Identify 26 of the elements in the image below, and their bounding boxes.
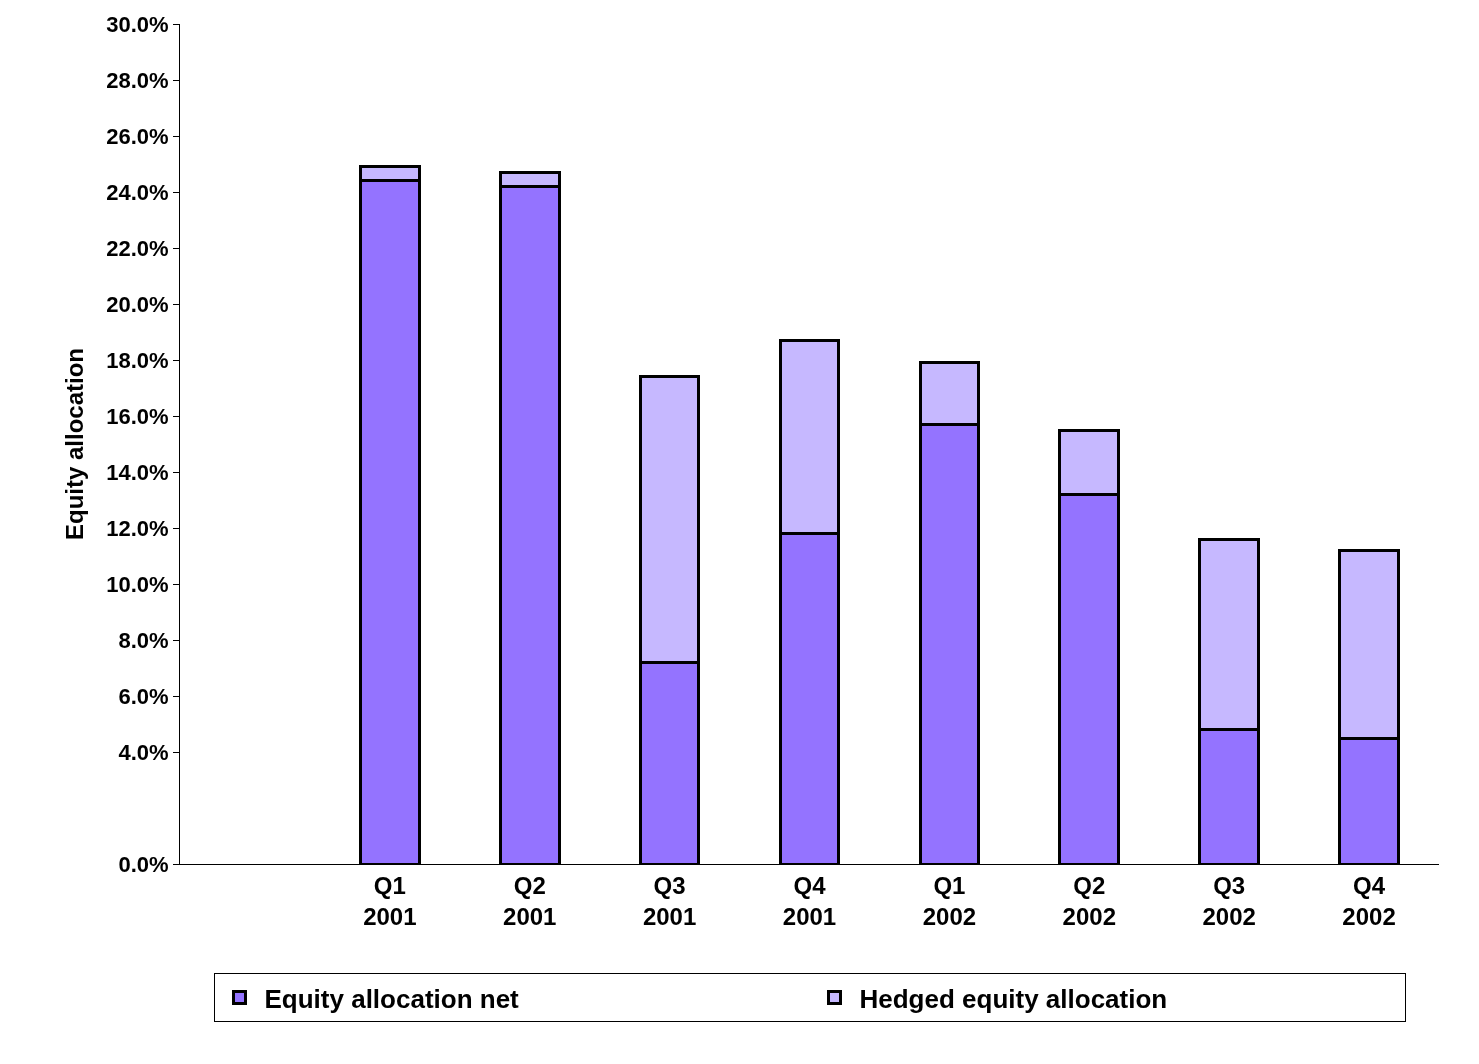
y-axis-title: Equity allocation xyxy=(61,347,89,541)
x-tick-label: Q3 2001 xyxy=(642,871,697,930)
x-tick-label: Q3 2002 xyxy=(1202,871,1256,930)
y-tick-label: 0.0% xyxy=(118,851,169,877)
y-tick-label: 10.0% xyxy=(106,571,169,597)
y-tick-label: 18.0% xyxy=(106,347,169,373)
x-tick-label: Q1 2002 xyxy=(922,871,977,930)
y-tick-label: 6.0% xyxy=(118,683,169,709)
y-tick-label: 8.0% xyxy=(118,627,169,653)
x-tick-label: Q4 2001 xyxy=(782,871,837,930)
y-tick-label: 28.0% xyxy=(106,67,169,93)
y-tick-label: 20.0% xyxy=(106,291,169,317)
y-tick-label: 4.0% xyxy=(118,739,169,765)
y-tick-label: 12.0% xyxy=(106,515,169,541)
y-tick-label: 14.0% xyxy=(106,459,169,485)
y-tick-label: 26.0% xyxy=(106,123,169,149)
y-tick-label: 30.0% xyxy=(106,11,169,37)
legend-label: Equity allocation net xyxy=(264,983,520,1014)
x-tick-label: Q1 2001 xyxy=(363,871,417,930)
y-tick-label: 24.0% xyxy=(106,179,169,205)
x-tick-label: Q2 2002 xyxy=(1062,871,1116,930)
y-tick-label: 22.0% xyxy=(106,235,169,261)
x-tick-label: Q2 2001 xyxy=(503,871,557,930)
x-tick-label: Q4 2002 xyxy=(1342,871,1396,930)
y-tick-label: 16.0% xyxy=(106,403,169,429)
legend-label: Hedged equity allocation xyxy=(859,983,1168,1014)
